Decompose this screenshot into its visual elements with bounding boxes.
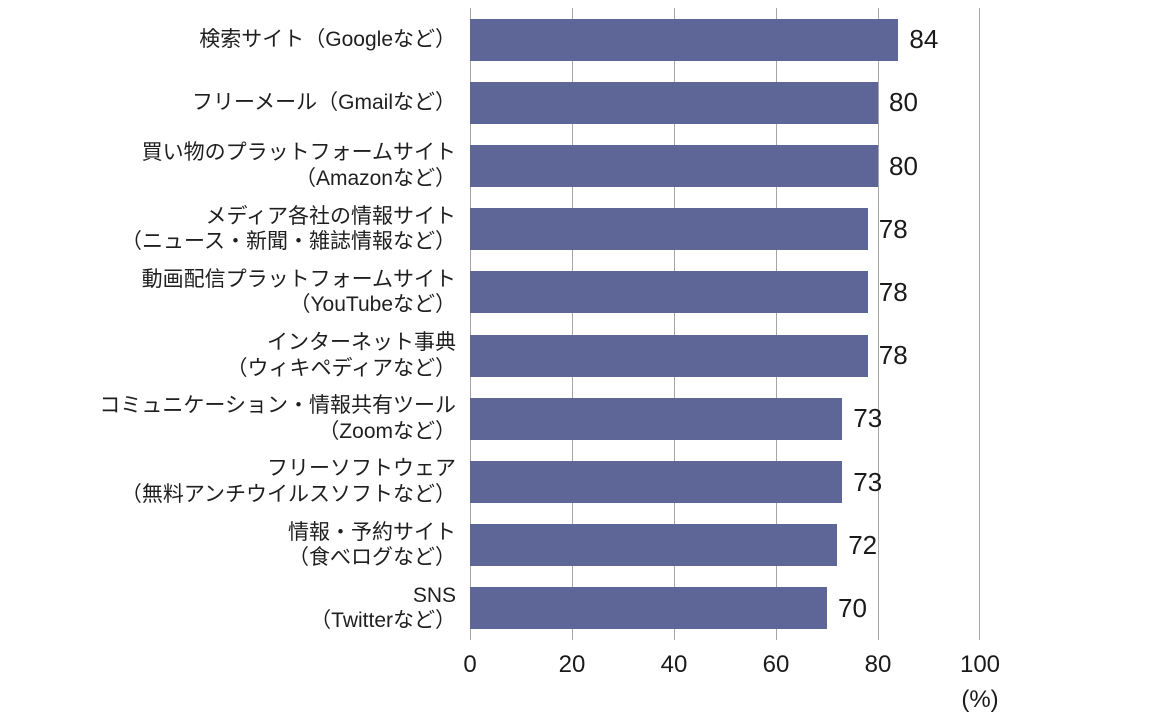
bar <box>470 145 878 187</box>
category-line: （Zoomなど） <box>318 419 456 443</box>
bar <box>470 81 878 124</box>
bar-row: 情報・予約サイト （食べログなど） 72 <box>0 514 1155 577</box>
axis-unit-label: (%) <box>961 686 999 713</box>
category-line: メディア各社の情報サイト <box>205 204 456 228</box>
value-label: 78 <box>878 340 908 371</box>
bar <box>470 461 843 504</box>
bar-row: フリーソフトウェア （無料アンチウイルスソフトなど） 73 <box>0 450 1155 513</box>
bar <box>470 397 843 440</box>
x-tick-label: 20 <box>558 651 586 678</box>
x-tick-label: 100 <box>959 651 1001 678</box>
gridline-40 <box>674 8 675 640</box>
bar-track: 70 <box>470 587 980 630</box>
category-line: （Twitterなど） <box>310 609 456 633</box>
bar <box>470 524 838 567</box>
gridline-0 <box>470 8 471 640</box>
bar-track: 78 <box>470 271 980 314</box>
bar-row: インターネット事典 （ウィキペディアなど） 78 <box>0 324 1155 387</box>
category-label: インターネット事典 （ウィキペディアなど） <box>0 330 470 381</box>
value-label: 72 <box>848 529 878 560</box>
plot-area <box>470 8 980 640</box>
bar-row: 買い物のプラットフォームサイト （Amazonなど） 80 <box>0 134 1155 197</box>
category-line: （ニュース・新聞・雑誌情報など） <box>121 230 456 254</box>
x-tick-label: 60 <box>762 651 790 678</box>
value-label: 80 <box>889 150 918 181</box>
x-tick-label: 40 <box>660 651 688 678</box>
bar-row: メディア各社の情報サイト （ニュース・新聞・雑誌情報など） 78 <box>0 198 1155 261</box>
bar-rows: 検索サイト（Googleなど） 84 フリーメール（Gmailなど） 80 買い… <box>0 8 1155 640</box>
category-label: フリーソフトウェア （無料アンチウイルスソフトなど） <box>0 456 470 507</box>
bar-track: 80 <box>470 145 980 187</box>
x-tick-label: 0 <box>463 651 477 678</box>
bar <box>470 587 827 630</box>
value-label: 73 <box>853 466 883 497</box>
bar-track: 80 <box>470 81 980 124</box>
category-label: コミュニケーション・情報共有ツール （Zoomなど） <box>0 393 470 444</box>
bar-row: 検索サイト（Googleなど） 84 <box>0 8 1155 71</box>
category-label: メディア各社の情報サイト （ニュース・新聞・雑誌情報など） <box>0 204 470 255</box>
bar-track: 72 <box>470 524 980 567</box>
gridline-20 <box>572 8 573 640</box>
bar <box>470 271 868 314</box>
bar-track: 78 <box>470 208 980 251</box>
category-label: 動画配信プラットフォームサイト （YouTubeなど） <box>0 267 470 318</box>
bar-track: 73 <box>470 461 980 504</box>
bar-track: 73 <box>470 397 980 440</box>
bar <box>470 18 899 61</box>
bar <box>470 208 868 251</box>
category-line: （食べログなど） <box>288 546 456 570</box>
bar-row: コミュニケーション・情報共有ツール （Zoomなど） 73 <box>0 387 1155 450</box>
bar-row: SNS （Twitterなど） 70 <box>0 577 1155 640</box>
category-line: インターネット事典 <box>267 331 456 354</box>
value-label: 84 <box>909 24 939 55</box>
category-line: （ウィキペディアなど） <box>226 356 456 380</box>
category-label: 買い物のプラットフォームサイト （Amazonなど） <box>0 140 470 191</box>
category-line: 買い物のプラットフォームサイト <box>141 141 456 165</box>
value-label: 73 <box>853 403 883 434</box>
category-line: （Amazonなど） <box>294 167 456 190</box>
value-label: 70 <box>838 592 867 623</box>
category-line: 情報・予約サイト <box>288 520 456 544</box>
value-label: 80 <box>889 87 918 118</box>
gridline-80 <box>878 8 879 640</box>
category-label: 検索サイト（Googleなど） <box>0 27 470 53</box>
value-label: 78 <box>878 213 908 244</box>
bar-track: 78 <box>470 334 980 377</box>
bar-row: 動画配信プラットフォームサイト （YouTubeなど） 78 <box>0 261 1155 324</box>
category-line: 動画配信プラットフォームサイト <box>141 267 456 291</box>
value-label: 78 <box>878 276 908 307</box>
category-line: SNS <box>412 583 456 607</box>
category-label: 情報・予約サイト （食べログなど） <box>0 520 470 571</box>
category-line: （YouTubeなど） <box>289 293 456 317</box>
category-line: コミュニケーション・情報共有ツール <box>99 394 456 418</box>
bar-row: フリーメール（Gmailなど） 80 <box>0 71 1155 134</box>
gridline-100 <box>979 8 980 640</box>
bar-track: 84 <box>470 18 980 61</box>
category-line: フリーメール（Gmailなど） <box>192 91 456 114</box>
category-line: フリーソフトウェア <box>267 457 456 481</box>
x-tick-label: 80 <box>864 651 892 678</box>
gridline-60 <box>776 8 777 640</box>
category-line: 検索サイト（Googleなど） <box>199 27 456 51</box>
category-label: SNS （Twitterなど） <box>0 583 470 634</box>
category-label: フリーメール（Gmailなど） <box>0 90 470 116</box>
category-line: （無料アンチウイルスソフトなど） <box>120 483 456 507</box>
x-axis: 0 20 40 60 80 100 <box>463 651 1000 683</box>
bar <box>470 334 868 377</box>
